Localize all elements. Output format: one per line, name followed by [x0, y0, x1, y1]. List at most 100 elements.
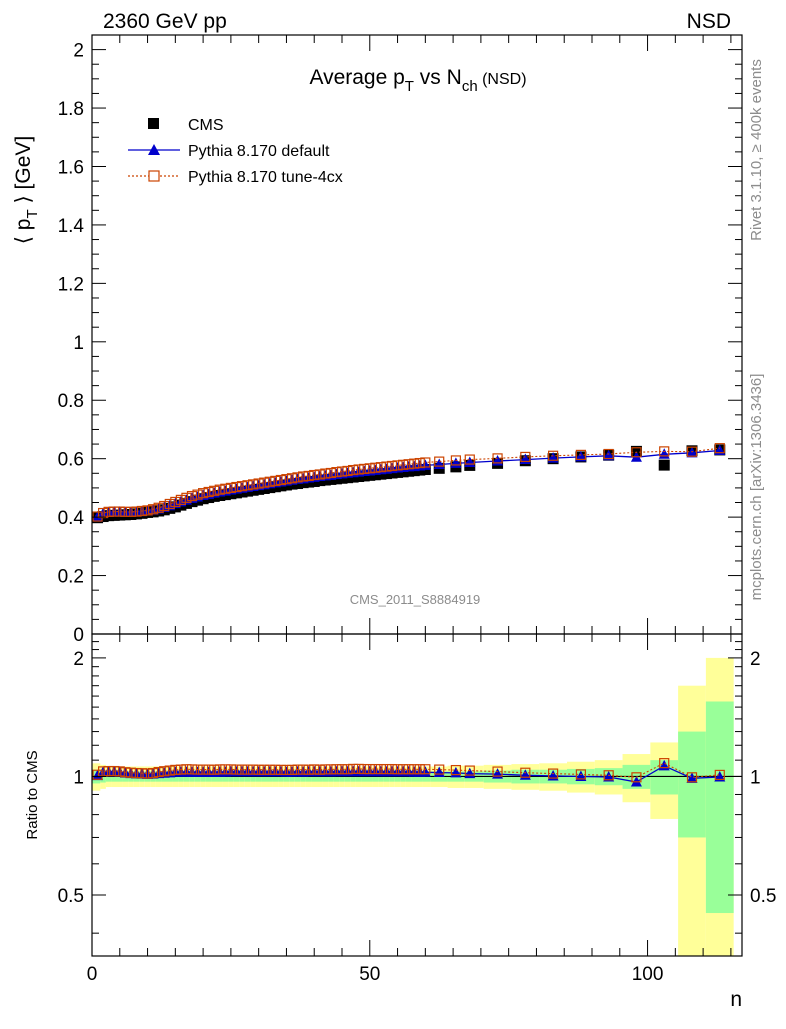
ylabel-post: ⟩ [GeV]: [12, 136, 35, 210]
data-point-tune-4cx: [392, 460, 403, 471]
ratio-y-axis-label: Ratio to CMS: [24, 750, 41, 839]
data-point-tune-4cx: [220, 764, 231, 775]
data-point-tune-4cx: [214, 764, 225, 775]
data-point-tune-4cx: [181, 492, 192, 503]
data-point-tune-4cx: [520, 451, 531, 463]
data-point-tune-4cx: [203, 764, 214, 775]
data-point-tune-4cx: [320, 764, 331, 775]
x-tick-label: 0: [87, 964, 98, 985]
ylabel-sub: T: [24, 209, 41, 218]
data-point-tune-4cx: [231, 764, 242, 775]
analysis-label: CMS_2011_S8884919: [350, 592, 481, 607]
data-point-tune-4cx: [131, 767, 142, 779]
data-point-tune-4cx: [370, 763, 381, 775]
data-point-tune-4cx: [225, 482, 236, 494]
data-point-tune-4cx: [120, 767, 131, 778]
data-point-tune-4cx: [386, 460, 398, 472]
upper-y-tick-label: 0.8: [58, 391, 84, 412]
data-point-tune-4cx: [164, 765, 175, 776]
data-point-tune-4cx: [148, 767, 159, 779]
data-point-tune-4cx: [225, 764, 236, 775]
data-point-tune-4cx: [375, 462, 386, 473]
data-point-tune-4cx: [631, 447, 642, 458]
data-point-tune-4cx: [259, 477, 270, 488]
data-point-tune-4cx: [192, 489, 203, 500]
data-point-tune-4cx: [603, 448, 614, 460]
data-point-tune-4cx: [209, 485, 220, 496]
data-point-tune-4cx: [98, 766, 109, 777]
data-point-tune-4cx: [548, 450, 559, 461]
data-point-tune-4cx: [181, 764, 192, 775]
data-point-tune-4cx: [264, 476, 275, 487]
ratio-y-tick-label-right: 2: [750, 649, 761, 670]
data-point-tune-4cx: [434, 456, 445, 467]
data-point-tune-4cx: [248, 764, 259, 775]
data-point-tune-4cx: [270, 764, 281, 775]
upper-series-layer: [92, 443, 726, 524]
data-point-tune-4cx: [259, 764, 270, 775]
upper-y-tick-label: 0.4: [58, 508, 85, 529]
data-point-tune-4cx: [286, 473, 298, 484]
data-point-tune-4cx: [109, 765, 120, 777]
ratio-y-tick-label-right: 0.5: [750, 886, 776, 907]
data-point-tune-4cx: [125, 506, 136, 517]
data-point-tune-4cx: [109, 506, 120, 517]
data-point-tune-4cx: [353, 763, 364, 775]
data-point-tune-4cx: [136, 505, 148, 517]
data-point-tune-4cx: [292, 472, 303, 483]
data-point-tune-4cx: [303, 470, 314, 482]
rivet-version-label: Rivet 3.1.10, ≥ 400k events: [748, 59, 765, 241]
axis-ticks: [91, 35, 742, 956]
data-point-tune-4cx: [492, 766, 503, 777]
data-point-tune-4cx: [364, 763, 375, 775]
data-point-tune-4cx: [92, 511, 103, 522]
lower-series-layer: [92, 758, 726, 787]
data-point-tune-4cx: [159, 500, 170, 512]
data-point-tune-4cx: [236, 481, 248, 492]
data-point-tune-4cx: [286, 764, 298, 776]
data-point-default: [92, 769, 104, 781]
data-point-tune-4cx: [236, 764, 248, 775]
lower-frame: [91, 633, 743, 957]
data-point-tune-4cx: [353, 464, 364, 475]
data-point-tune-4cx: [659, 758, 670, 769]
legend-marker-4cx: [148, 170, 160, 182]
title-part-b: vs N: [414, 66, 462, 89]
x-tick-label: 100: [632, 964, 664, 985]
data-point-tune-4cx: [170, 496, 181, 508]
data-point-tune-4cx: [434, 764, 445, 775]
legend-marker-cms: [148, 118, 159, 129]
data-point-tune-4cx: [142, 505, 153, 516]
data-point-tune-4cx: [303, 764, 314, 775]
data-point-tune-4cx: [281, 764, 292, 776]
title-sub-b: ch: [462, 78, 478, 95]
data-point-tune-4cx: [186, 764, 198, 775]
data-point-tune-4cx: [242, 764, 253, 775]
data-point-tune-4cx: [103, 765, 114, 777]
data-point-tune-4cx: [336, 764, 348, 775]
data-point-cms: [658, 459, 670, 471]
data-point-tune-4cx: [142, 768, 153, 779]
data-point-tune-4cx: [392, 764, 403, 775]
data-point-tune-4cx: [398, 764, 409, 775]
panel-frames: [91, 34, 743, 957]
data-point-tune-4cx: [309, 469, 320, 481]
process-label: NSD: [687, 10, 731, 33]
data-point-tune-4cx: [359, 463, 370, 475]
data-point-tune-4cx: [342, 764, 353, 775]
data-point-tune-4cx: [220, 483, 231, 494]
data-point-tune-4cx: [186, 490, 198, 502]
upper-y-tick-label: 0.6: [58, 450, 84, 471]
data-point-tune-4cx: [170, 764, 181, 776]
data-point-tune-4cx: [331, 764, 342, 775]
data-point-tune-4cx: [114, 766, 125, 777]
title-part-c: (NSD): [478, 71, 527, 88]
data-point-tune-4cx: [275, 474, 286, 486]
tick-labels: 0 0.2 0.4 0.6 0.8 1 1.2 1.4 1.6 1.8 2 0 50 100 0.5 0.5 1…: [58, 41, 777, 985]
data-point-tune-4cx: [492, 453, 503, 464]
data-point-tune-4cx: [298, 471, 309, 482]
data-point-tune-4cx: [275, 764, 286, 776]
data-point-tune-4cx: [575, 449, 586, 460]
data-point-tune-4cx: [686, 772, 698, 783]
